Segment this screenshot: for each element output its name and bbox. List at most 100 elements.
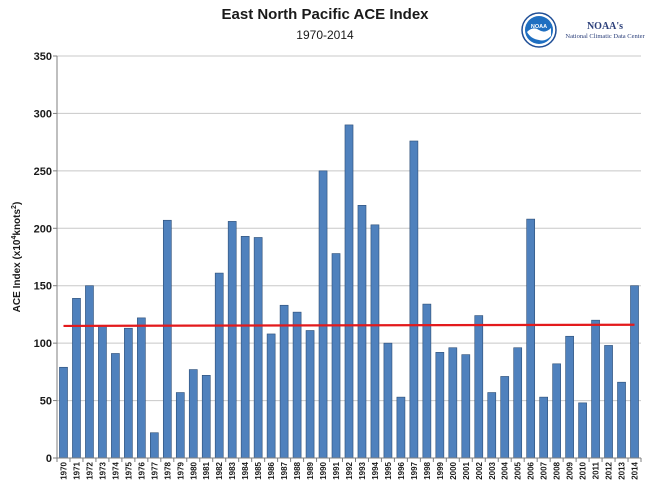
noaa-logo-icon: NOAA xyxy=(521,12,557,48)
y-tick-labels: 0 50 100 150 200 250 300 350 xyxy=(34,51,52,465)
bar xyxy=(227,221,237,459)
bar xyxy=(98,325,107,459)
bar xyxy=(331,253,341,459)
x-tick-label: 1998 xyxy=(423,461,432,479)
chart-title: East North Pacific ACE Index xyxy=(221,6,429,23)
x-tick-label: 1991 xyxy=(332,461,341,479)
x-tick-label: 2007 xyxy=(540,461,549,479)
y-axis-label: ACE Index (x104knots2) xyxy=(11,202,23,313)
logo-line2: National Climatic Data Center xyxy=(565,33,645,40)
x-tick-label: 1977 xyxy=(150,461,159,479)
bar xyxy=(526,218,536,459)
bar xyxy=(124,327,133,459)
bar xyxy=(422,303,432,459)
x-tick-label: 1970 xyxy=(59,461,68,479)
x-tick-label: 2010 xyxy=(579,461,588,479)
bar xyxy=(188,369,198,459)
bar xyxy=(461,354,471,459)
x-tick-label: 1975 xyxy=(124,461,133,479)
bar xyxy=(565,335,574,459)
bar xyxy=(487,392,497,459)
bar xyxy=(150,432,159,459)
x-tick-label: 2013 xyxy=(618,461,627,479)
x-tick-label: 1972 xyxy=(85,461,94,479)
y-tick-label: 300 xyxy=(34,108,52,120)
logo-line1: NOAA's xyxy=(586,21,624,32)
x-tick-label: 1999 xyxy=(436,461,445,479)
x-tick-label: 1987 xyxy=(280,461,289,479)
bars xyxy=(59,124,639,459)
bar xyxy=(137,317,146,459)
x-tick-label: 2006 xyxy=(527,461,536,479)
x-tick-label: 1990 xyxy=(319,461,328,479)
bar xyxy=(617,381,626,459)
bar xyxy=(344,124,354,459)
x-tick-label: 2000 xyxy=(449,461,458,479)
bar xyxy=(59,366,68,459)
x-tick-label: 1971 xyxy=(72,461,81,479)
x-tick-label: 2001 xyxy=(462,461,471,479)
x-tick-label: 1981 xyxy=(202,461,211,479)
bar xyxy=(383,342,393,459)
trend-line-group xyxy=(63,323,635,328)
x-tick-label: 1983 xyxy=(228,461,237,479)
x-tick-label: 1994 xyxy=(371,461,380,479)
bar xyxy=(318,170,328,459)
logo-badge-text: NOAA xyxy=(531,24,547,30)
x-tick-label: 1984 xyxy=(241,461,250,479)
bar xyxy=(266,333,276,459)
bar xyxy=(85,285,94,459)
x-tick-label: 1995 xyxy=(384,461,393,479)
bar xyxy=(396,396,406,459)
x-tick-label: 2008 xyxy=(553,461,562,479)
x-tick-label: 2012 xyxy=(605,461,614,479)
x-tick-label: 2005 xyxy=(514,461,523,479)
bar xyxy=(552,363,561,459)
bar xyxy=(175,392,185,459)
bar xyxy=(630,285,639,459)
bar xyxy=(513,347,523,459)
x-tick-label: 1993 xyxy=(358,461,367,479)
x-tick-labels: 1970 1971 1972 1973 1974 1975 1976 1977 1978 1979… xyxy=(59,461,639,479)
x-tick-label: 2011 xyxy=(592,461,601,479)
bar xyxy=(305,330,315,459)
bar xyxy=(474,315,484,459)
bar xyxy=(253,237,263,459)
x-tick-label: 1978 xyxy=(163,461,172,479)
x-tick-label: 1980 xyxy=(189,461,198,479)
bar xyxy=(111,353,120,459)
bar xyxy=(500,376,510,459)
x-tick-label: 1974 xyxy=(111,461,120,479)
bar xyxy=(539,396,548,459)
x-tick-label: 2002 xyxy=(475,461,484,479)
x-tick-label: 1992 xyxy=(345,461,354,479)
y-tick-label: 350 xyxy=(34,51,52,63)
bar xyxy=(214,272,224,459)
x-tick-label: 1997 xyxy=(410,461,419,479)
bar xyxy=(591,319,600,459)
bar xyxy=(435,352,445,459)
axes xyxy=(53,55,642,462)
y-tick-label: 200 xyxy=(34,223,52,235)
bar xyxy=(72,298,81,459)
y-tick-label: 50 xyxy=(40,396,52,408)
bar xyxy=(448,347,458,459)
bar xyxy=(201,375,211,459)
bar xyxy=(578,402,587,459)
x-tick-label: 1996 xyxy=(397,461,406,479)
x-tick-label: 1989 xyxy=(306,461,315,479)
x-tick-label: 2014 xyxy=(631,461,640,479)
x-tick-label: 1985 xyxy=(254,461,263,479)
chart-subtitle: 1970-2014 xyxy=(296,28,354,42)
bar xyxy=(370,224,380,459)
bar xyxy=(409,140,419,459)
bar xyxy=(357,205,367,459)
trend-line xyxy=(63,323,635,328)
x-tick-label: 1988 xyxy=(293,461,302,479)
y-tick-label: 250 xyxy=(34,166,52,178)
x-tick-label: 1976 xyxy=(137,461,146,479)
bar xyxy=(162,219,172,459)
bar xyxy=(604,345,613,459)
x-tick-label: 2009 xyxy=(566,461,575,479)
